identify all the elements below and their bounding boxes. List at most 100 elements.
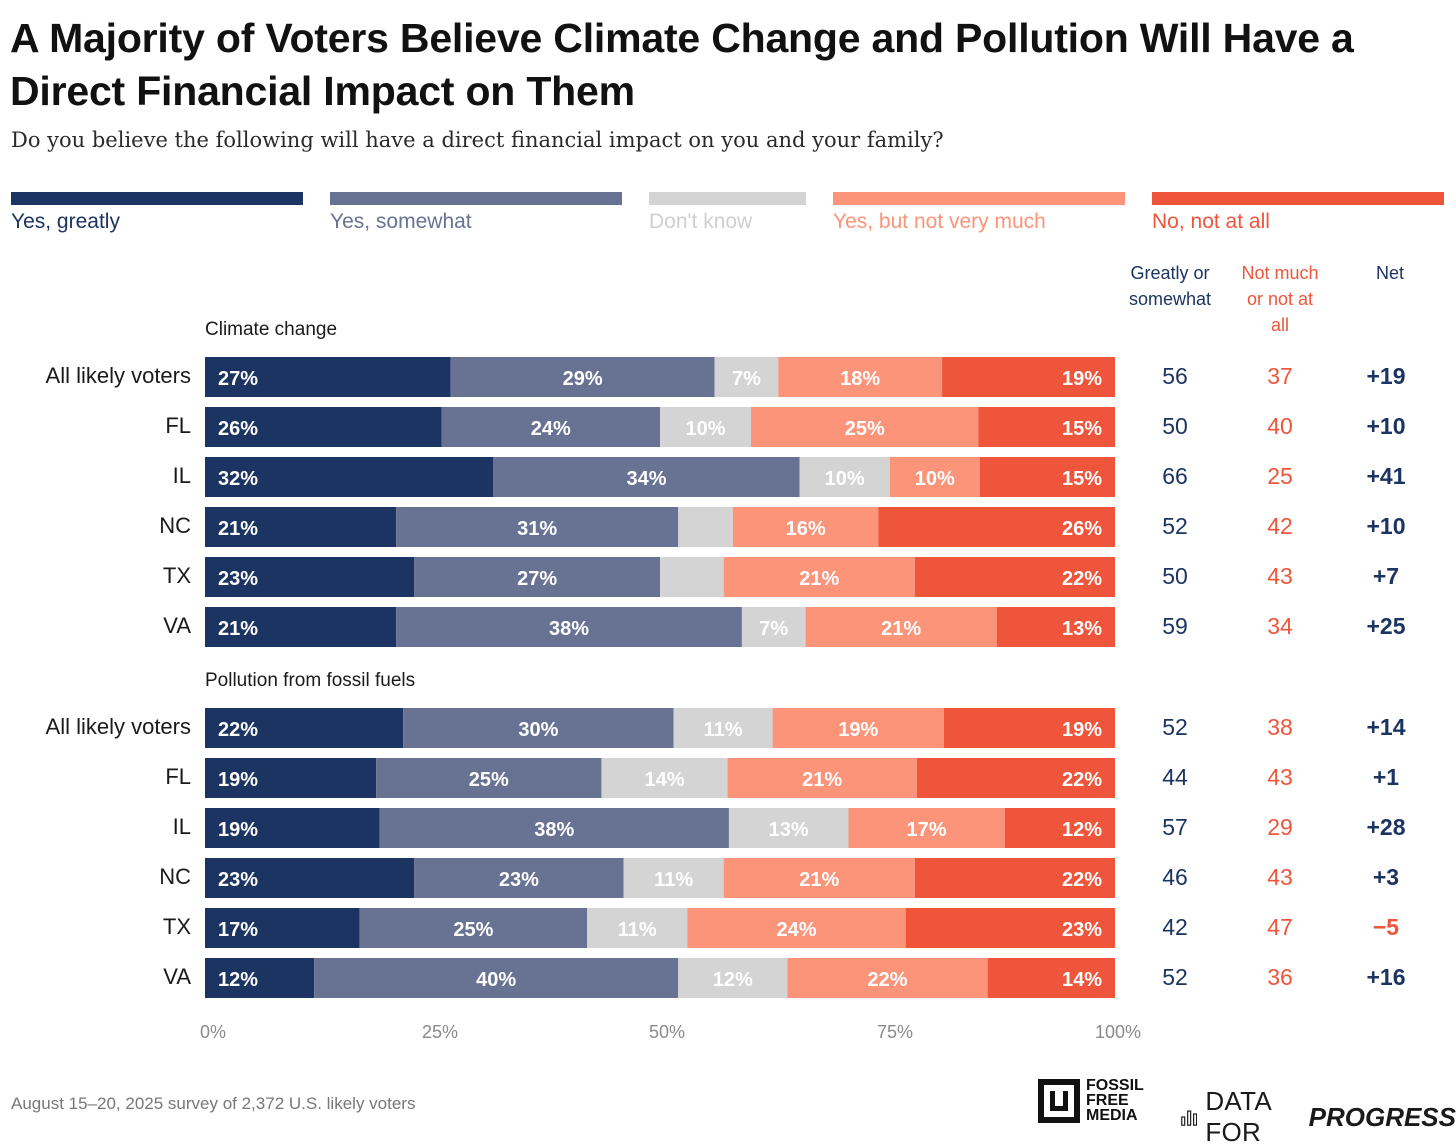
bar-yes-not-much-0-1 — [751, 407, 979, 447]
row-label: VA — [163, 613, 191, 638]
source-footnote: August 15–20, 2025 survey of 2,372 U.S. … — [11, 1094, 416, 1113]
column-header-greatly-line2: somewhat — [1128, 289, 1212, 309]
bar-dont-know-0-2 — [799, 457, 890, 497]
legend-label-yes-somewhat: Yes, somewhat — [330, 210, 472, 233]
bar-yes-somewhat-1-0 — [403, 708, 674, 748]
bar-no-not-at-all-1-1 — [916, 758, 1115, 798]
legend-swatch-dont-know — [649, 192, 806, 205]
bar-label-yes-not-much-0-0: 18% — [840, 368, 880, 390]
bar-no-not-at-all-0-1 — [978, 407, 1115, 447]
bar-yes-greatly-0-4 — [205, 557, 415, 597]
stat-net: +19 — [1366, 363, 1406, 389]
bar-yes-greatly-1-5 — [205, 958, 315, 998]
bar-no-not-at-all-0-0 — [942, 357, 1115, 397]
fossil-free-media-line3: MEDIA — [1086, 1107, 1138, 1124]
bar-yes-not-much-0-3 — [732, 507, 879, 547]
stat-not-much-or-not-at-all: 43 — [1267, 864, 1293, 890]
stat-not-much-or-not-at-all: 47 — [1267, 914, 1293, 940]
x-tick-75: 75% — [876, 1022, 914, 1042]
chart-title: A Majority of Voters Believe Climate Cha… — [10, 15, 1354, 114]
bar-dont-know-0-1 — [660, 407, 751, 447]
bar-label-yes-greatly-0-5: 21% — [218, 618, 258, 640]
bar-no-not-at-all-0-3 — [878, 507, 1115, 547]
stat-net: +3 — [1372, 864, 1400, 890]
bar-yes-somewhat-0-4 — [414, 557, 660, 597]
stat-greatly-or-somewhat: 50 — [1162, 563, 1188, 589]
stat-greatly-or-somewhat: 52 — [1162, 513, 1188, 539]
bar-no-not-at-all-0-2 — [979, 457, 1115, 497]
bar-yes-not-much-1-5 — [787, 958, 988, 998]
stat-greatly-or-somewhat: 59 — [1162, 613, 1188, 639]
legend-label-no-not-at-all: No, not at all — [1152, 210, 1270, 233]
x-tick-25: 25% — [421, 1022, 459, 1042]
row-label: All likely voters — [45, 363, 191, 388]
row-label: NC — [159, 513, 191, 538]
bar-yes-somewhat-0-3 — [396, 507, 679, 547]
legend-swatch-yes-not-much — [833, 192, 1125, 205]
legend-swatch-no-not-at-all — [1152, 192, 1444, 205]
stat-net: +10 — [1366, 413, 1406, 439]
bar-yes-greatly-0-2 — [205, 457, 494, 497]
column-header-net: Net — [1375, 263, 1404, 283]
bar-label-dont-know-1-4: 11% — [618, 919, 657, 941]
bar-label-yes-not-much-0-3: 16% — [786, 518, 826, 540]
bar-yes-not-much-1-4 — [687, 908, 906, 948]
bar-yes-not-much-0-2 — [889, 457, 980, 497]
bar-label-dont-know-1-3: 11% — [654, 869, 693, 891]
stat-net: +41 — [1366, 463, 1406, 489]
bar-yes-greatly-1-2 — [205, 808, 380, 848]
bar-no-not-at-all-0-5 — [996, 607, 1115, 647]
bar-label-yes-somewhat-1-4: 25% — [453, 919, 493, 941]
bar-label-no-not-at-all-0-4: 22% — [1062, 568, 1102, 590]
bar-dont-know-0-3 — [678, 507, 733, 547]
bar-label-yes-somewhat-0-3: 31% — [517, 518, 557, 540]
bar-dont-know-1-0 — [673, 708, 773, 748]
stat-net: +28 — [1366, 814, 1406, 840]
stat-greatly-or-somewhat: 57 — [1162, 814, 1188, 840]
row-label: NC — [159, 864, 191, 889]
bar-label-no-not-at-all-0-1: 15% — [1062, 418, 1102, 440]
x-tick-0: 0% — [199, 1022, 226, 1042]
bar-yes-somewhat-0-5 — [396, 607, 742, 647]
bar-yes-not-much-0-0 — [778, 357, 943, 397]
bar-yes-somewhat-0-0 — [450, 357, 715, 397]
bar-label-yes-not-much-1-5: 22% — [867, 969, 907, 991]
bar-label-dont-know-0-0: 7% — [732, 368, 761, 390]
column-header-not-much-line3: all — [1270, 315, 1289, 335]
stat-not-much-or-not-at-all: 36 — [1267, 964, 1293, 990]
bar-label-yes-not-much-1-0: 19% — [838, 719, 878, 741]
stat-not-much-or-not-at-all: 34 — [1267, 613, 1293, 639]
bar-yes-somewhat-1-3 — [414, 858, 624, 898]
column-header-not-much: Not much or not at all — [1225, 260, 1335, 338]
bar-yes-somewhat-1-5 — [314, 958, 679, 998]
stat-not-much-or-not-at-all: 42 — [1267, 513, 1293, 539]
bar-label-yes-greatly-1-1: 19% — [218, 769, 258, 791]
bar-yes-somewhat-1-1 — [376, 758, 602, 798]
bar-yes-not-much-1-1 — [727, 758, 917, 798]
bar-no-not-at-all-1-3 — [914, 858, 1115, 898]
bar-label-yes-greatly-1-3: 23% — [218, 869, 258, 891]
legend-label-dont-know: Don't know — [649, 210, 753, 233]
stat-net: +16 — [1366, 964, 1406, 990]
bar-label-no-not-at-all-0-2: 15% — [1062, 468, 1102, 490]
bar-label-yes-greatly-0-4: 23% — [218, 568, 258, 590]
row-label: TX — [162, 914, 191, 939]
fossil-free-media-logo: FOSSIL FREE MEDIA — [1038, 1078, 1144, 1124]
legend-swatch-yes-greatly — [11, 192, 303, 205]
stat-greatly-or-somewhat: 50 — [1162, 413, 1188, 439]
bar-chart-icon — [1181, 1110, 1198, 1126]
bar-dont-know-0-4 — [660, 557, 724, 597]
bar-yes-not-much-0-5 — [805, 607, 997, 647]
bar-dont-know-0-5 — [741, 607, 806, 647]
bar-label-yes-not-much-0-2: 10% — [915, 468, 955, 490]
stat-net: +14 — [1366, 714, 1406, 740]
data-for-progress-wordmark-2: PROGRESS — [1308, 1101, 1456, 1132]
row-label: VA — [163, 964, 191, 989]
bar-label-yes-somewhat-1-0: 30% — [518, 719, 558, 741]
stat-not-much-or-not-at-all: 40 — [1267, 413, 1293, 439]
stat-not-much-or-not-at-all: 29 — [1267, 814, 1293, 840]
stat-net: −5 — [1372, 914, 1400, 940]
bar-label-yes-greatly-1-0: 22% — [218, 719, 258, 741]
row-label: IL — [172, 814, 191, 839]
stat-greatly-or-somewhat: 56 — [1162, 363, 1188, 389]
